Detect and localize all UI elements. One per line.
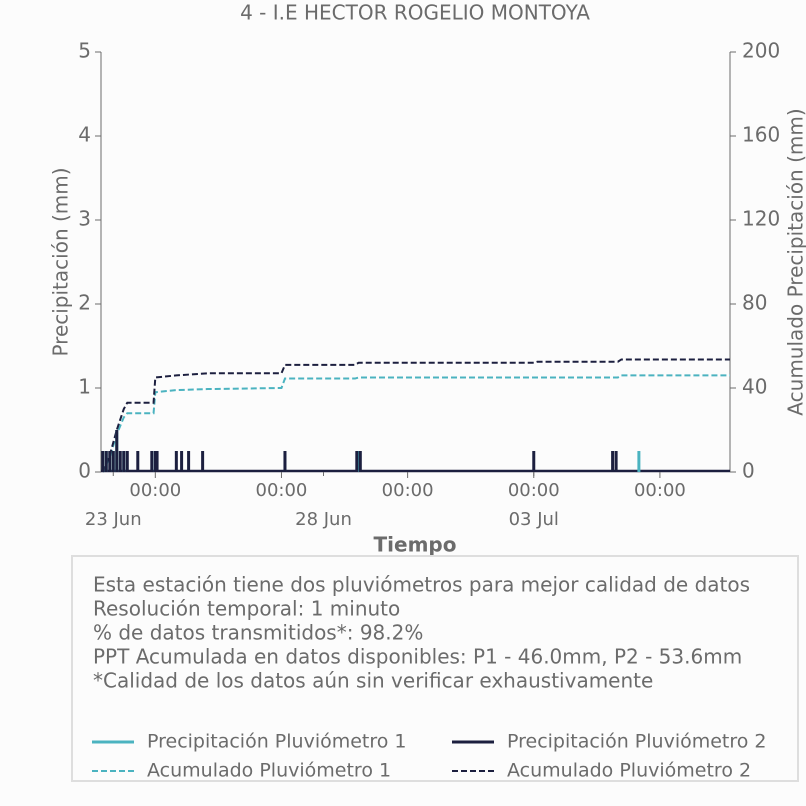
- x-date-label: 03 Jul: [509, 509, 559, 530]
- y2-tick-label: 120: [742, 207, 780, 231]
- x-tick-label: 00:00: [634, 480, 686, 501]
- y-tick-label: 1: [78, 375, 91, 399]
- accumulated-line: [101, 358, 730, 473]
- info-line: *Calidad de los datos aún sin verificar …: [93, 669, 653, 693]
- x-date-label: 28 Jun: [295, 509, 352, 530]
- y2-tick-label: 160: [742, 123, 780, 147]
- x-tick-label: 00:00: [129, 480, 181, 501]
- legend-label: Precipitación Pluviómetro 2: [507, 731, 767, 753]
- y-tick-label: 2: [78, 291, 91, 315]
- y-tick-label: 3: [78, 207, 91, 231]
- x-date-label: 23 Jun: [85, 509, 142, 530]
- info-line: % de datos transmitidos*: 98.2%: [93, 621, 423, 645]
- y2-axis-label: Acumulado Precipitación (mm): [784, 108, 806, 415]
- y2-tick-label: 0: [742, 459, 755, 483]
- x-tick-label: 00:00: [382, 480, 434, 501]
- legend-label: Acumulado Pluviómetro 1: [147, 760, 391, 782]
- x-tick-label: 00:00: [256, 480, 308, 501]
- info-box: [71, 555, 799, 782]
- y2-tick-label: 200: [742, 39, 780, 63]
- x-axis-label: Tiempo: [374, 533, 457, 557]
- y-tick-label: 4: [78, 123, 91, 147]
- legend-label: Precipitación Pluviómetro 1: [147, 731, 407, 753]
- accumulated-line: [101, 374, 730, 473]
- y-tick-label: 5: [78, 39, 91, 63]
- info-line: Esta estación tiene dos pluviómetros par…: [93, 573, 750, 597]
- chart-title: 4 - I.E HECTOR ROGELIO MONTOYA: [240, 1, 590, 25]
- y2-tick-label: 40: [742, 375, 767, 399]
- info-line: PPT Acumulada en datos disponibles: P1 -…: [93, 645, 742, 669]
- y2-tick-label: 80: [742, 291, 767, 315]
- legend-label: Acumulado Pluviómetro 2: [507, 760, 751, 782]
- info-line: Resolución temporal: 1 minuto: [93, 597, 400, 621]
- y-axis-label: Precipitación (mm): [49, 167, 73, 356]
- y-tick-label: 0: [78, 459, 91, 483]
- x-tick-label: 00:00: [508, 480, 560, 501]
